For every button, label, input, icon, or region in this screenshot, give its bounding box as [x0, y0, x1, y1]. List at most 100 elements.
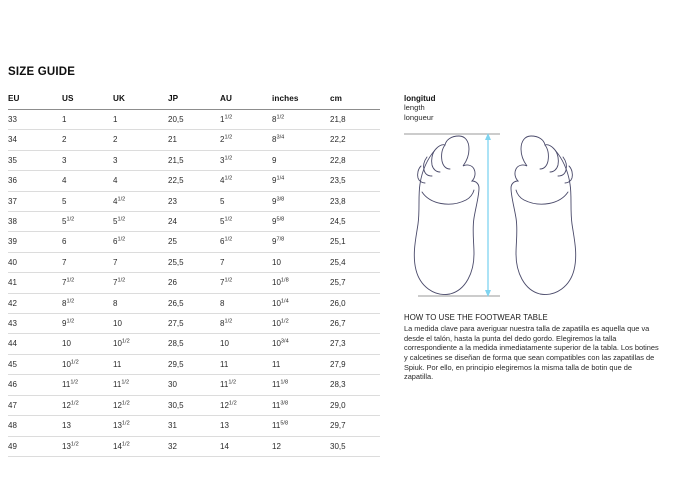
cell-au: 11/2 [220, 109, 272, 131]
cell-uk: 51/2 [113, 211, 168, 233]
cell-us: 1 [62, 109, 113, 131]
cell-inches: 91/4 [272, 170, 330, 192]
column-header-cm: cm [330, 94, 380, 110]
table-row: 41 71/2 71/2 26 71/2 101/8 25,7 [8, 272, 380, 294]
cell-uk: 10 [113, 313, 168, 335]
cell-us: 5 [62, 191, 113, 213]
measurement-panel: longitud length longueur [404, 94, 672, 382]
fraction-superscript: 1/2 [280, 318, 289, 325]
table-row: 44 10 101/2 28,5 10 103/4 27,3 [8, 333, 380, 355]
column-header-eu: EU [8, 94, 62, 110]
fraction-superscript: 1/2 [224, 277, 233, 284]
cell-inches: 97/8 [272, 231, 330, 253]
cell-cm: 27,9 [330, 354, 380, 376]
table-row: 38 51/2 51/2 24 51/2 95/8 24,5 [8, 211, 380, 233]
howto-title: HOW TO USE THE FOOTWEAR TABLE [404, 313, 548, 323]
fraction-superscript: 5/8 [280, 420, 289, 427]
cell-uk: 121/2 [113, 395, 168, 417]
cell-cm: 23,8 [330, 191, 380, 213]
fraction-superscript: 5/8 [276, 216, 285, 223]
cell-au: 8 [220, 293, 272, 315]
cell-jp: 30,5 [168, 395, 220, 417]
fraction-superscript: 1/2 [121, 420, 130, 427]
column-header-inches: inches [272, 94, 330, 110]
cell-uk: 131/2 [113, 415, 168, 437]
column-header-us: US [62, 94, 113, 110]
foot-measurement-diagram [404, 130, 586, 302]
cell-eu: 49 [8, 436, 62, 457]
fraction-superscript: 1/2 [117, 277, 126, 284]
fraction-superscript: 1/2 [224, 114, 233, 121]
fraction-superscript: 3/8 [276, 195, 285, 202]
fraction-superscript: 3/8 [280, 400, 289, 407]
cell-cm: 26,7 [330, 313, 380, 335]
cell-inches: 11 [272, 354, 330, 376]
fraction-superscript: 1/4 [280, 298, 289, 304]
cell-eu: 40 [8, 252, 62, 274]
cell-jp: 25,5 [168, 252, 220, 274]
cell-eu: 38 [8, 211, 62, 233]
cell-au: 13 [220, 415, 272, 437]
label-length: length [404, 103, 425, 113]
cell-us: 6 [62, 231, 113, 253]
left-footprint-icon [413, 135, 480, 296]
cell-au: 10 [220, 333, 272, 355]
fraction-superscript: 1/2 [228, 400, 237, 407]
fraction-superscript: 1/2 [228, 379, 237, 386]
cell-eu: 34 [8, 129, 62, 151]
table-body: 33 1 1 20,5 11/2 81/2 21,8 34 2 2 21 21/2 83/4 22,2 35… [8, 109, 380, 457]
cell-uk: 11 [113, 354, 168, 376]
fraction-superscript: 1/2 [70, 440, 79, 447]
fraction-superscript: 1/2 [224, 318, 233, 325]
cell-uk: 7 [113, 252, 168, 274]
cell-cm: 29,7 [330, 415, 380, 437]
fraction-superscript: 1/2 [224, 216, 233, 223]
size-table-panel: SIZE GUIDE EU US UK JP AU inches cm 33 1 1… [8, 66, 384, 457]
cell-uk: 111/2 [113, 374, 168, 396]
fraction-superscript: 1/2 [117, 216, 126, 223]
cell-inches: 83/4 [272, 129, 330, 151]
fraction-superscript: 7/8 [276, 236, 285, 243]
cell-uk: 141/2 [113, 436, 168, 457]
label-longueur: longueur [404, 112, 434, 122]
cell-uk: 101/2 [113, 333, 168, 355]
cell-jp: 21 [168, 129, 220, 151]
cell-eu: 45 [8, 354, 62, 376]
cell-jp: 24 [168, 211, 220, 233]
cell-us: 13 [62, 415, 113, 437]
cell-cm: 22,8 [330, 150, 380, 172]
cell-eu: 41 [8, 272, 62, 294]
fraction-superscript: 1/2 [276, 114, 285, 121]
cell-jp: 26 [168, 272, 220, 294]
cell-inches: 103/4 [272, 333, 330, 355]
table-row: 43 91/2 10 27,5 81/2 101/2 26,7 [8, 313, 380, 335]
column-header-jp: JP [168, 94, 220, 110]
length-arrow-icon [485, 133, 491, 298]
fraction-superscript: 1/2 [117, 236, 126, 243]
fraction-superscript: 1/2 [66, 298, 75, 304]
fraction-superscript: 1/2 [121, 400, 130, 407]
cell-jp: 26,5 [168, 293, 220, 315]
cell-inches: 10 [272, 252, 330, 274]
table-row: 49 131/2 141/2 32 14 12 30,5 [8, 436, 380, 457]
howto-body: La medida clave para averiguar nuestra t… [404, 324, 659, 382]
cell-au: 121/2 [220, 395, 272, 417]
cell-us: 4 [62, 170, 113, 192]
cell-us: 71/2 [62, 272, 113, 294]
table-row: 36 4 4 22,5 41/2 91/4 23,5 [8, 170, 380, 192]
fraction-superscript: 1/2 [70, 379, 79, 386]
fraction-superscript: 1/2 [224, 236, 233, 243]
cell-us: 10 [62, 333, 113, 355]
cell-cm: 23,5 [330, 170, 380, 192]
cell-cm: 26,0 [330, 293, 380, 315]
fraction-superscript: 1/2 [121, 440, 130, 447]
cell-uk: 2 [113, 129, 168, 151]
cell-eu: 43 [8, 313, 62, 335]
page-title: SIZE GUIDE [8, 66, 76, 78]
cell-inches: 101/4 [272, 293, 330, 315]
cell-uk: 3 [113, 150, 168, 172]
cell-inches: 113/8 [272, 395, 330, 417]
cell-au: 21/2 [220, 129, 272, 151]
fraction-superscript: 1/8 [280, 277, 289, 284]
fraction-superscript: 1/2 [224, 134, 233, 141]
